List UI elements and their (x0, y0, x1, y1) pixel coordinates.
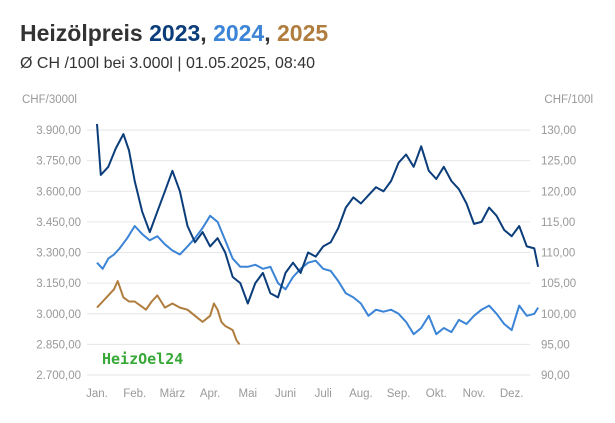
left-tick-label: 3.600,00 (36, 186, 81, 198)
right-tick-label: 110,00 (541, 248, 575, 260)
x-tick-label: Sep. (387, 388, 411, 400)
right-tick-label: 90,00 (541, 370, 570, 382)
series-line-2023 (96, 123, 540, 305)
x-tick-label: Apr. (200, 388, 220, 400)
right-tick-label: 125,00 (541, 156, 576, 168)
left-tick-label: 3.450,00 (36, 217, 81, 229)
left-axis-unit: CHF/3000l (22, 94, 77, 106)
right-tick-label: 130,00 (541, 125, 576, 137)
title-separator-1: , (200, 20, 214, 46)
title-year-2024: 2024 (213, 20, 265, 46)
left-tick-label: 2.700,00 (36, 370, 81, 382)
x-tick-label: Feb. (123, 388, 146, 400)
right-tick-label: 120,00 (541, 186, 576, 198)
x-tick-label: März (160, 388, 186, 400)
right-tick-label: 115,00 (541, 217, 575, 229)
title-year-2023: 2023 (149, 20, 201, 46)
right-tick-label: 100,00 (541, 309, 576, 321)
series-lines (96, 123, 540, 345)
title-year-2025: 2025 (277, 20, 329, 46)
grid-lines (87, 129, 530, 376)
left-tick-label: 3.150,00 (36, 278, 81, 290)
left-tick-label: 3.900,00 (36, 125, 81, 137)
right-tick-label: 105,00 (541, 278, 576, 290)
series-line-2025 (96, 280, 241, 345)
left-axis-ticks: 3.900,00 3.750,00 3.600,00 3.450,00 3.300,00… (36, 125, 81, 382)
left-tick-label: 3.000,00 (36, 309, 81, 321)
x-tick-label: Dez. (500, 388, 524, 400)
right-tick-label: 95,00 (541, 339, 570, 351)
right-axis-ticks: 130,00 125,00 120,00 115,00 110,00 105,00 100,… (541, 125, 576, 382)
title-prefix: Heizölpreis (20, 20, 143, 46)
x-tick-label: Jan. (86, 388, 108, 400)
x-tick-label: Mai (239, 388, 258, 400)
x-tick-label: Juli (315, 388, 332, 400)
x-tick-label: Okt. (426, 388, 447, 400)
series-line-2024 (96, 214, 539, 336)
right-axis-unit: CHF/100l (544, 94, 593, 106)
x-tick-label: Juni (275, 388, 296, 400)
x-tick-label: Aug. (349, 388, 373, 400)
left-tick-label: 3.300,00 (36, 248, 81, 260)
chart-title: Heizölpreis 2023, 2024, 2025 (20, 20, 328, 47)
x-axis-ticks: Jan. Feb. März Apr. Mai Juni Juli Aug. Sep. Okt. N… (86, 388, 523, 400)
chart-subtitle: Ø CH /100l bei 3.000l | 01.05.2025, 08:4… (20, 55, 316, 72)
x-tick-label: Nov. (463, 388, 486, 400)
title-separator-2: , (264, 20, 278, 46)
brand-watermark: HeizOel24 (102, 350, 183, 368)
left-tick-label: 3.750,00 (36, 156, 81, 168)
left-tick-label: 2.850,00 (36, 339, 81, 351)
